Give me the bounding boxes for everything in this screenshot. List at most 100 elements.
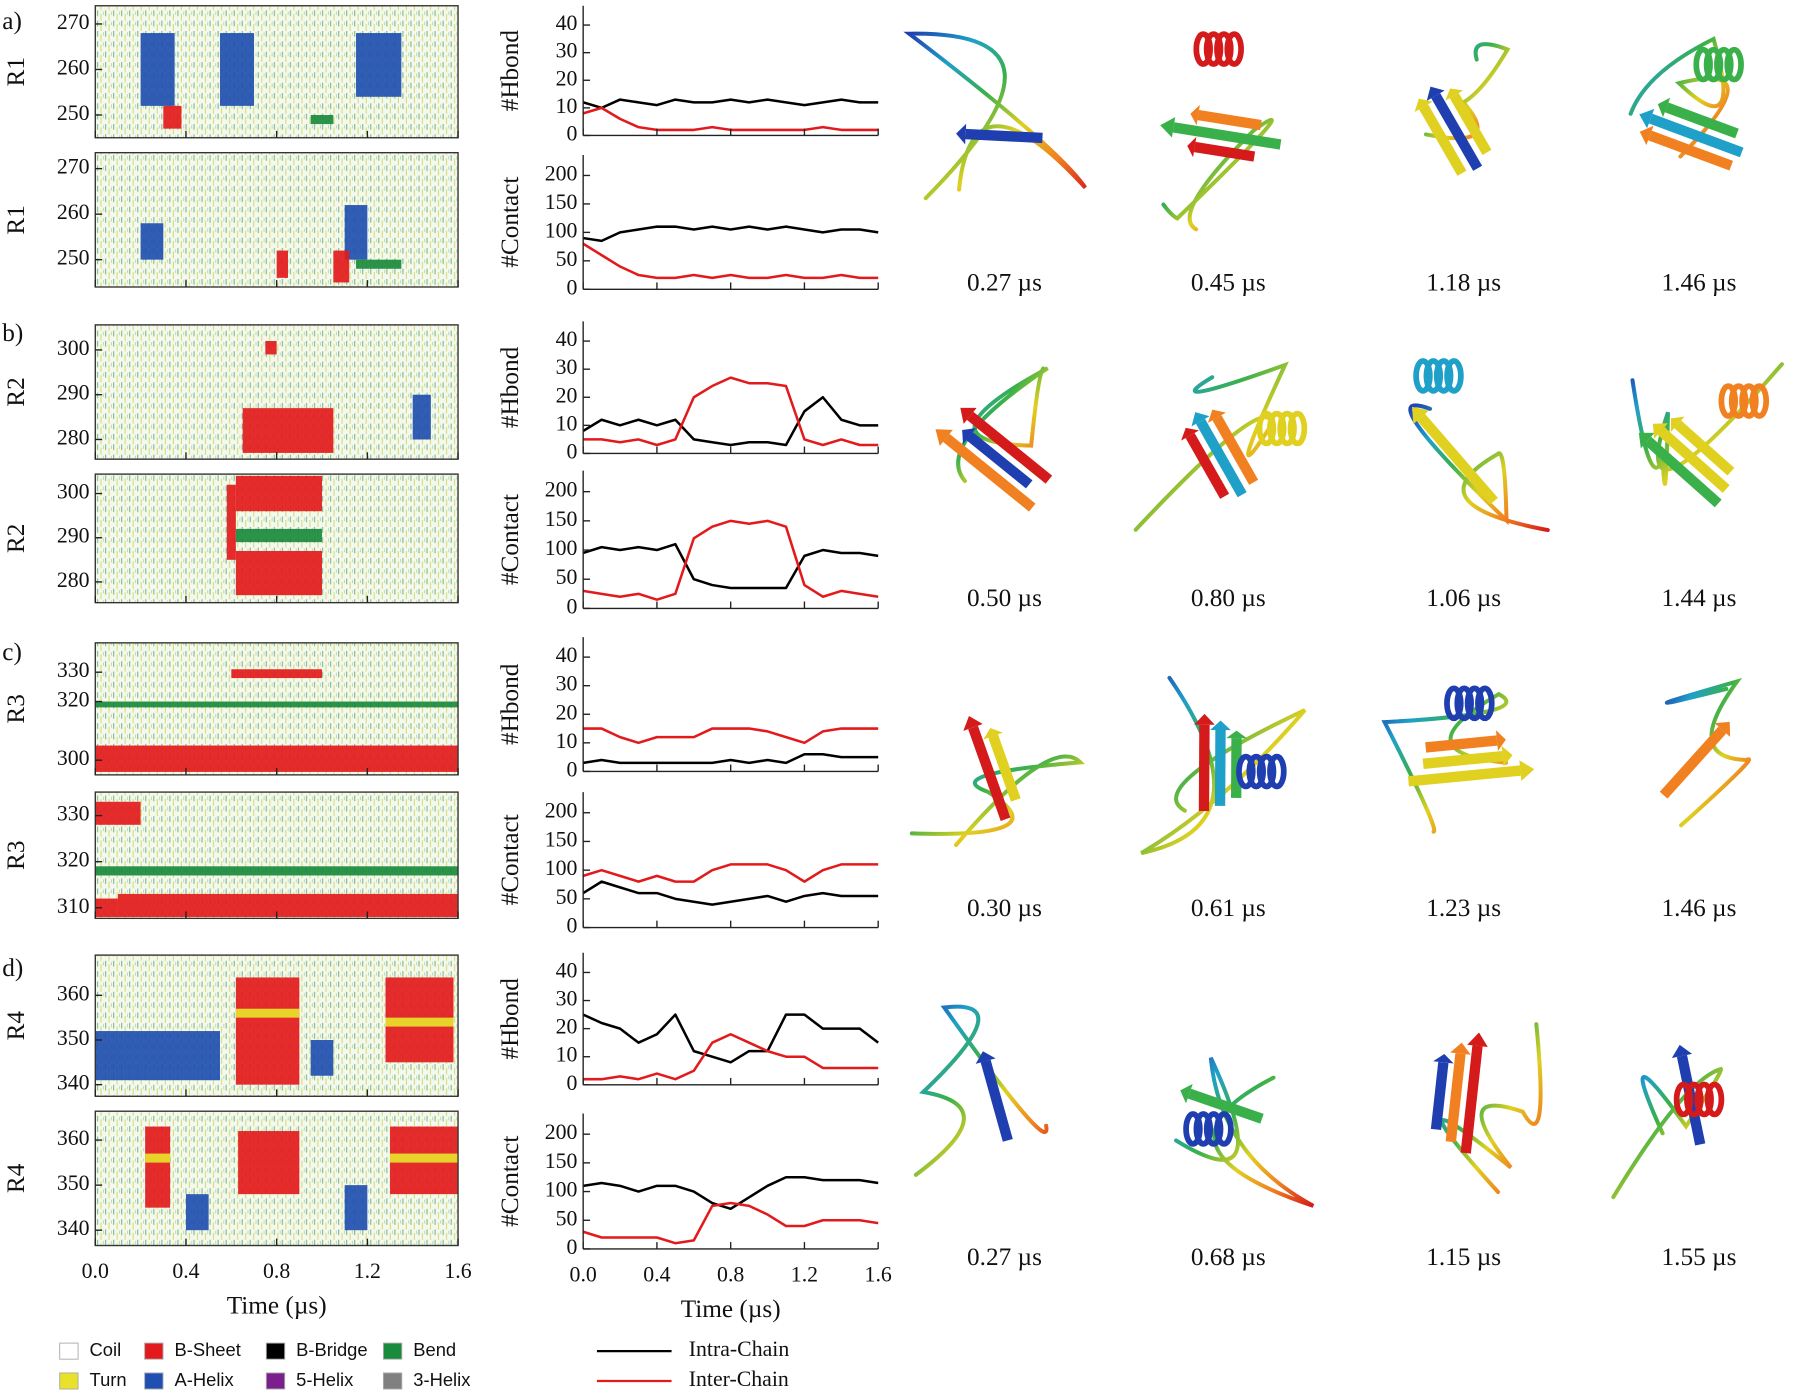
- y-tick-label: 300: [57, 336, 90, 360]
- series-line: [582, 395, 879, 447]
- strand: [1648, 113, 1744, 158]
- helix-turn: [1413, 358, 1433, 394]
- strand-arrow: [1414, 98, 1433, 113]
- helix-turn: [1267, 410, 1287, 447]
- y-tick-label: 30: [556, 672, 578, 696]
- dssp-block: [95, 745, 459, 772]
- helix-turn: [1203, 1111, 1224, 1147]
- helix-turn: [1728, 383, 1749, 419]
- strand: [1430, 1061, 1449, 1131]
- helix-turn: [1193, 31, 1213, 67]
- strand-arrow: [1467, 1032, 1488, 1048]
- strand: [988, 734, 1021, 802]
- series-line: [583, 727, 879, 745]
- strand: [1407, 765, 1521, 787]
- series-line: [583, 1032, 879, 1081]
- x-tick-label: 1.2: [791, 1263, 818, 1287]
- strand: [1648, 130, 1734, 171]
- y-tick-label: 30: [556, 355, 578, 379]
- panel-label: b): [2, 319, 23, 347]
- strand: [1193, 141, 1256, 162]
- protein-cartoon: [1381, 685, 1535, 834]
- helix-turn: [1703, 46, 1724, 83]
- legend-label: Turn: [90, 1369, 127, 1390]
- strand: [1425, 735, 1498, 753]
- strand: [1185, 432, 1230, 499]
- y-tick-label: 300: [57, 746, 90, 770]
- dssp-block: [145, 1153, 171, 1163]
- strand: [1172, 122, 1282, 150]
- coil: [1161, 117, 1274, 232]
- strand: [1196, 418, 1247, 498]
- dssp-block: [95, 898, 118, 917]
- strand: [1197, 109, 1262, 131]
- strand-arrow: [983, 728, 1003, 740]
- strand-arrow: [1652, 423, 1668, 439]
- y-axis-label: #Contact: [496, 177, 524, 268]
- legend-label: Intra-Chain: [689, 1337, 790, 1361]
- y-tick-label: 0: [567, 121, 578, 145]
- strand-arrow: [1181, 427, 1200, 441]
- dssp-block: [235, 1008, 300, 1018]
- y-tick-label: 10: [556, 1043, 578, 1067]
- y-tick-label: 150: [545, 507, 578, 531]
- dssp-block: [235, 475, 323, 512]
- snapshot-time: 0.68 µs: [1191, 1243, 1266, 1271]
- y-axis-label: #Contact: [496, 494, 524, 585]
- dssp-block: [95, 1031, 220, 1081]
- helix-turn: [1267, 753, 1287, 790]
- dssp-block: [145, 1126, 171, 1208]
- protein-cartoon: [1174, 1056, 1315, 1208]
- y-tick-label: 30: [556, 39, 578, 63]
- y-tick-label: 340: [57, 1216, 90, 1240]
- helix-turn: [1444, 358, 1464, 394]
- snapshot-time: 0.27 µs: [967, 268, 1042, 296]
- strand: [966, 432, 1033, 489]
- helix-turn: [1193, 1111, 1214, 1147]
- strand: [1198, 724, 1210, 812]
- y-axis-label: #Contact: [496, 814, 524, 905]
- strand-arrow: [975, 1051, 996, 1064]
- coil: [1611, 1066, 1723, 1200]
- strand: [1417, 413, 1498, 505]
- helix-turn: [1464, 685, 1485, 722]
- y-tick-label: 0: [567, 757, 578, 781]
- y-tick-label: 0: [567, 1071, 578, 1095]
- y-tick-label: 330: [57, 802, 90, 826]
- y-tick-label: 270: [57, 10, 90, 34]
- dssp-block: [276, 250, 289, 278]
- strand: [943, 433, 1036, 512]
- dssp-block: [356, 259, 402, 269]
- helix-turn: [1714, 46, 1734, 83]
- dssp-block: [412, 394, 431, 440]
- dssp-block: [310, 1039, 334, 1076]
- strand: [1460, 1045, 1483, 1154]
- y-axis-label: R2: [2, 377, 30, 406]
- strand-arrow: [1412, 406, 1429, 425]
- strand-arrow: [1639, 108, 1655, 129]
- legend-label: B-Sheet: [174, 1339, 240, 1360]
- strand-arrow: [1160, 117, 1176, 138]
- dssp-block: [117, 893, 459, 917]
- y-tick-label: 20: [556, 1015, 578, 1039]
- helix-turn: [1724, 46, 1744, 83]
- x-axis-label: Time (µs): [681, 1295, 781, 1323]
- protein-cartoon: [1408, 358, 1550, 533]
- snapshot-time: 0.80 µs: [1191, 584, 1266, 612]
- strand-arrow: [1501, 745, 1513, 767]
- series-line: [582, 880, 879, 906]
- strand-arrow: [1450, 1042, 1471, 1055]
- y-tick-label: 40: [556, 327, 578, 351]
- y-tick-label: 50: [556, 247, 578, 271]
- y-tick-label: 150: [545, 190, 578, 214]
- strand-arrow: [1210, 720, 1231, 731]
- helix-turn: [1475, 685, 1495, 722]
- helix-turn: [1256, 753, 1277, 790]
- helix-turn: [1673, 1081, 1694, 1118]
- dssp-block: [231, 669, 323, 679]
- dssp-block: [185, 1194, 209, 1231]
- legend-label: 3-Helix: [413, 1369, 470, 1390]
- snapshot-time: 1.55 µs: [1662, 1243, 1737, 1271]
- helix-turn: [1684, 1081, 1704, 1118]
- dssp-block: [226, 484, 236, 560]
